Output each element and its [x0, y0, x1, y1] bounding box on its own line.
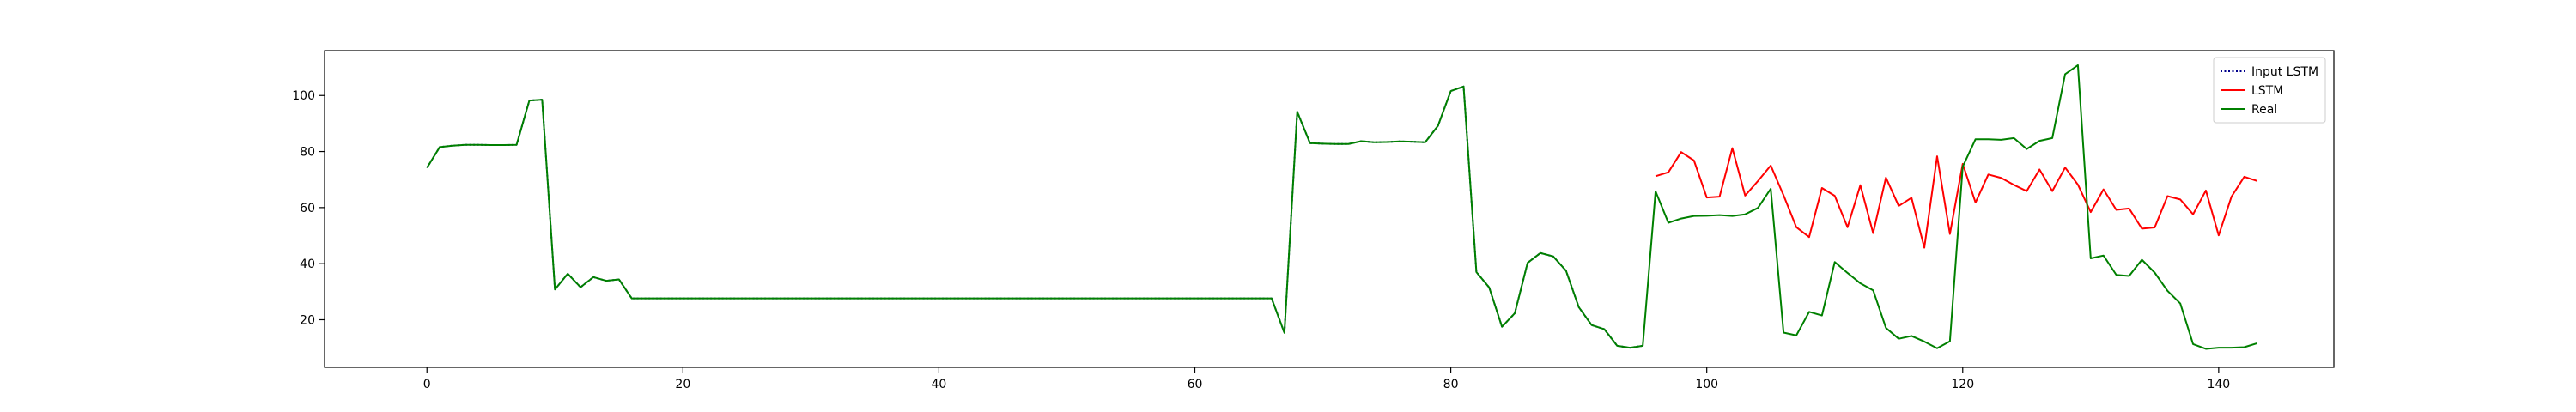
x-tick-label: 140 — [2207, 378, 2230, 391]
y-tick-label: 60 — [300, 202, 315, 215]
series-line-lstm — [1655, 147, 2257, 249]
legend-label: Real — [2251, 103, 2277, 117]
y-tick-label: 40 — [300, 258, 315, 271]
x-tick-label: 20 — [675, 378, 690, 391]
series-layer — [426, 64, 2257, 350]
x-tick-label: 120 — [1951, 378, 1974, 391]
x-tick-label: 60 — [1188, 378, 1203, 391]
y-tick-label: 100 — [292, 89, 315, 103]
plot-frame — [324, 50, 2335, 368]
y-tick-label: 80 — [300, 146, 315, 160]
legend-box — [2213, 57, 2326, 124]
x-tick-label: 80 — [1443, 378, 1459, 391]
x-axis: 0 20 40 60 80 100 120 140 — [423, 367, 2230, 391]
x-tick-label: 40 — [932, 378, 947, 391]
legend-label: LSTM — [2251, 84, 2283, 98]
x-tick-label: 100 — [1695, 378, 1718, 391]
y-axis: 20 40 60 80 100 — [292, 89, 325, 327]
y-tick-label: 20 — [300, 313, 315, 327]
x-tick-label: 0 — [423, 378, 431, 391]
series-line-real — [426, 64, 2257, 350]
legend-label: Input LSTM — [2251, 65, 2318, 79]
legend: Input LSTM LSTM Real — [2213, 57, 2326, 124]
